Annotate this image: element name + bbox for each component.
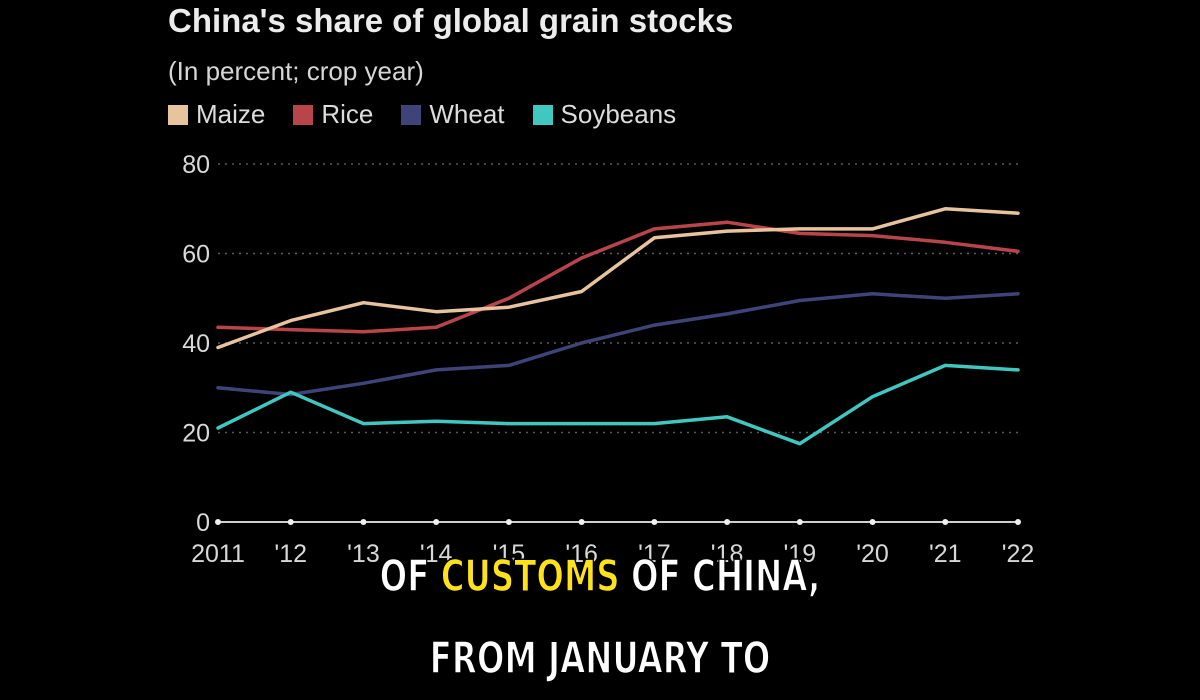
y-tick-label-20: 20	[182, 420, 210, 448]
legend-swatch-rice	[293, 104, 314, 125]
series-line-soybeans	[216, 363, 1020, 446]
caption-line-1-pre: OF	[379, 550, 441, 603]
x-tick-3	[433, 519, 440, 525]
x-tick-label-3: '14	[420, 540, 453, 568]
x-tick-label-1: '12	[274, 540, 307, 568]
series-line-rice	[216, 220, 1020, 334]
x-tick-label-5: '16	[565, 540, 598, 568]
x-tick-label-7: '18	[711, 540, 744, 568]
legend-label-maize: Maize	[196, 99, 266, 129]
x-tick-7	[724, 519, 731, 525]
y-tick-label-80: 80	[182, 151, 210, 179]
y-tick-label-60: 60	[182, 241, 210, 269]
series-line-maize	[216, 207, 1020, 350]
series-line-wheat	[216, 292, 1020, 397]
caption-line-2: FROM JANUARY TO	[429, 632, 771, 685]
legend-swatch-soybeans	[532, 104, 553, 125]
subtitle-captions: OF CUSTOMS OF CHINA, FROM JANUARY TO	[0, 536, 1200, 700]
legend-item-soybeans: Soybeans	[532, 99, 677, 130]
legend-item-wheat: Wheat	[401, 99, 505, 130]
y-tick-label-0: 0	[196, 509, 210, 537]
x-tick-2	[360, 519, 367, 525]
line-chart: 0 20 40 60 80 2011 '12 '13 '14 '15 '16 '17 '18 '19 '20…	[182, 151, 1035, 568]
x-tick-5	[578, 519, 585, 525]
legend-item-rice: Rice	[293, 99, 373, 130]
x-tick-label-10: '21	[929, 540, 962, 568]
x-tick-10	[942, 519, 949, 525]
legend-label-soybeans: Soybeans	[560, 99, 677, 129]
x-tick-label-6: '17	[638, 540, 671, 568]
x-tick-label-0: 2011	[191, 540, 245, 568]
x-tick-8	[796, 519, 803, 525]
x-tick-label-2: '13	[347, 540, 380, 568]
legend-label-rice: Rice	[321, 99, 374, 129]
legend-swatch-wheat	[401, 104, 422, 125]
caption-line-1-post: OF CHINA,	[619, 550, 821, 603]
y-tick-label-40: 40	[182, 330, 210, 358]
legend-swatch-maize	[168, 104, 188, 125]
caption-highlight-word: CUSTOMS	[440, 550, 620, 603]
caption-line-1: OF CUSTOMS OF CHINA,	[108, 536, 1092, 618]
chart-title: China's share of global grain stocks	[168, 2, 734, 39]
x-tick-label-4: '15	[493, 540, 526, 568]
x-tick-6	[651, 519, 658, 525]
legend: Maize Rice Wheat Soybeans	[168, 99, 704, 130]
legend-item-maize: Maize	[168, 99, 265, 130]
x-tick-label-8: '19	[784, 540, 817, 568]
x-tick-11	[1015, 519, 1021, 525]
x-tick-1	[287, 519, 294, 525]
legend-label-wheat: Wheat	[429, 99, 505, 129]
chart-subtitle: (In percent; crop year)	[168, 56, 424, 86]
x-tick-9	[869, 519, 876, 525]
x-tick-label-11: '22	[1002, 540, 1035, 568]
x-tick-4	[505, 519, 512, 525]
x-tick-0	[215, 519, 221, 525]
x-tick-label-9: '20	[856, 540, 889, 568]
